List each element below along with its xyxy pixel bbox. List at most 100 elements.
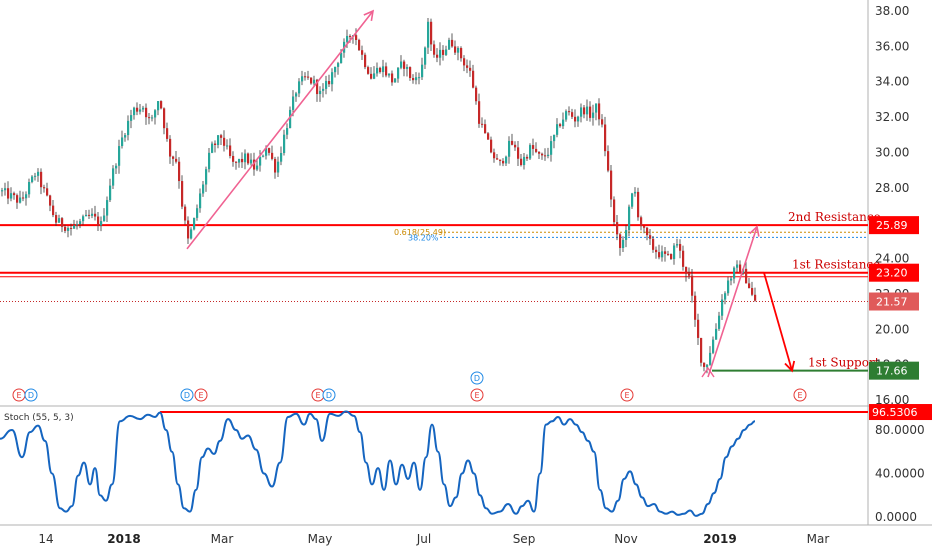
price-tick-label: 30.00 [875,145,909,159]
price-tick-label: 20.00 [875,322,909,336]
candle-body [19,197,22,203]
time-tick-label: 2018 [107,532,140,546]
candle-body [253,159,256,170]
dividend-event-icon[interactable] [322,388,336,402]
candle-body [445,49,448,55]
candle-body [271,152,274,159]
candle-body [316,79,319,95]
candle-body [736,264,739,268]
candle-body [40,171,43,188]
time-tick-label: Sep [513,532,536,546]
candle-body [718,315,721,329]
time-axis[interactable]: 14 2018 Mar May Jul Sep Nov 2019 Mar [38,532,829,546]
dividend-event-icon[interactable] [180,388,194,402]
candle-body [424,47,427,65]
candle-body [109,185,112,201]
candle-body [658,252,661,258]
candle-body [499,159,502,161]
candle-body [268,148,271,153]
fib-0618-label: 0.618(25.49) [394,228,446,237]
dividend-event-icon[interactable] [470,371,484,385]
stochastic-panel: Stoch (55, 5, 3) 0.0000 40.0000 80.0000 96.5… [0,404,932,524]
candle-body [667,253,670,255]
candle-body [586,106,589,115]
time-tick-label: Nov [614,532,637,546]
candle-body [280,153,283,162]
earnings-event-icon[interactable] [470,388,484,402]
candle-body [142,107,145,110]
candle-body [652,238,655,250]
price-axis[interactable]: 16.0018.0020.0022.0024.0026.0028.0030.00… [875,4,909,407]
event-letter: E [315,391,320,400]
candle-body [655,249,658,253]
event-letter: D [326,391,332,400]
candle-body [73,225,76,229]
candle-body [604,124,607,152]
candle-body [505,156,508,164]
first-resistance-badge-text: 23.20 [876,267,908,280]
candle-body [313,79,316,84]
candle-body [91,213,94,216]
uptrend-arrow-1-shaft [186,10,374,250]
candle-body [289,109,292,129]
candle-body [703,362,706,367]
dividend-event-icon[interactable] [24,388,38,402]
first-support-label: 1st Support [808,356,880,370]
second-resistance-badge-text: 25.89 [876,219,908,232]
candle-body [4,188,7,191]
candle-body [379,67,382,73]
candle-body [724,293,727,300]
candle-body [751,288,754,295]
candle-body [466,65,469,68]
candle-body [490,139,493,153]
candle-body [322,88,325,91]
candle-body [106,200,109,216]
candle-body [223,137,226,146]
candle-body [151,117,154,119]
current-price-badge-text: 21.57 [876,296,908,309]
candle-body [337,63,340,67]
candle-body [511,140,514,145]
candle-body [484,124,487,134]
candle-body [400,61,403,68]
swing-low-marker [701,366,715,378]
candle-body [421,64,424,78]
candle-body [685,266,688,274]
stochastic-line [0,410,756,517]
candle-body [277,161,280,173]
earnings-event-icon[interactable] [620,388,634,402]
candle-body [376,67,379,74]
candle-body [334,66,337,73]
candle-body [148,117,151,119]
fib-382-label: 38.20% [408,233,439,242]
candle-body [649,235,652,239]
candle-body [79,221,82,225]
event-letter: E [198,391,203,400]
earnings-event-icon[interactable] [194,388,208,402]
projection-arrow-shaft [763,272,793,371]
earnings-event-icon[interactable] [793,388,807,402]
candle-body [727,280,730,294]
candle-body [592,112,595,118]
candle-body [628,206,631,231]
candle-body [7,188,10,199]
candle-body [601,119,604,125]
candle-body [133,107,136,116]
price-tick-label: 28.00 [875,181,909,195]
candle-body [661,251,664,258]
first-resistance-badge [869,263,919,282]
candle-body [532,145,535,149]
candle-body [97,216,100,226]
candle-body [478,101,481,124]
candle-body [544,155,547,157]
uptrend-arrow-2-head [749,225,760,237]
candle-body [517,147,520,159]
candle-body [430,21,433,45]
candle-body [286,128,289,135]
candle-body [691,275,694,296]
candle-body [214,143,217,145]
candle-body [238,158,241,163]
candle-body [616,222,619,235]
event-letter: E [16,391,21,400]
